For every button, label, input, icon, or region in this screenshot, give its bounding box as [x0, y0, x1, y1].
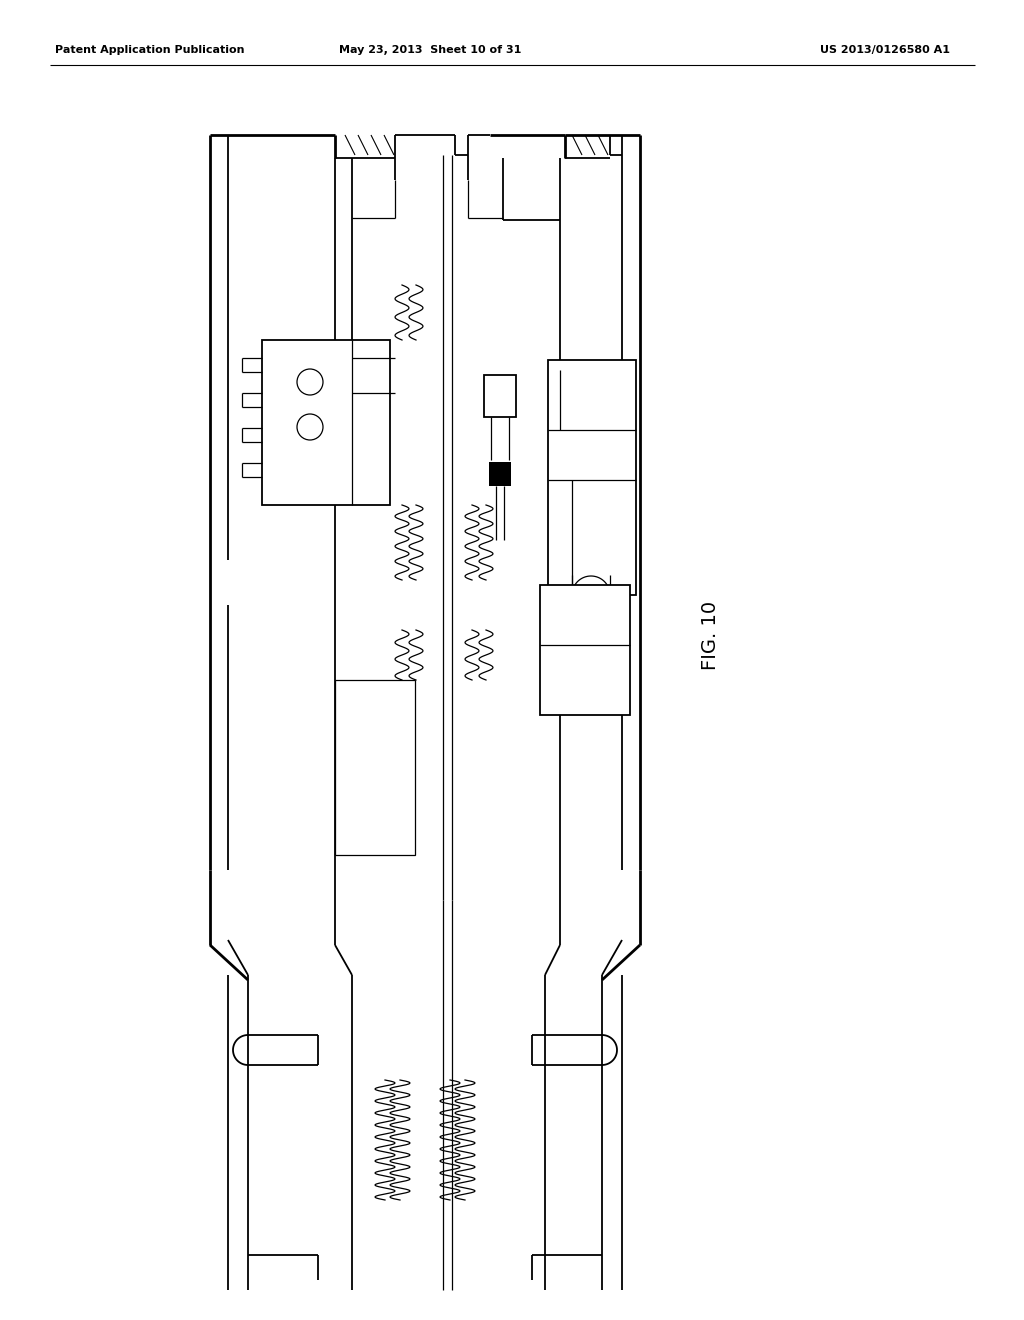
Circle shape	[297, 370, 323, 395]
Bar	[548, 360, 636, 595]
Bar	[540, 585, 630, 715]
Text: FIG. 10: FIG. 10	[700, 601, 720, 669]
Bar	[489, 462, 511, 486]
Text: US 2013/0126580 A1: US 2013/0126580 A1	[820, 45, 950, 55]
Bar	[262, 341, 390, 506]
Text: Patent Application Publication: Patent Application Publication	[55, 45, 245, 55]
Bar	[335, 680, 415, 855]
Circle shape	[297, 414, 323, 440]
Bar	[484, 375, 516, 417]
Text: May 23, 2013  Sheet 10 of 31: May 23, 2013 Sheet 10 of 31	[339, 45, 521, 55]
